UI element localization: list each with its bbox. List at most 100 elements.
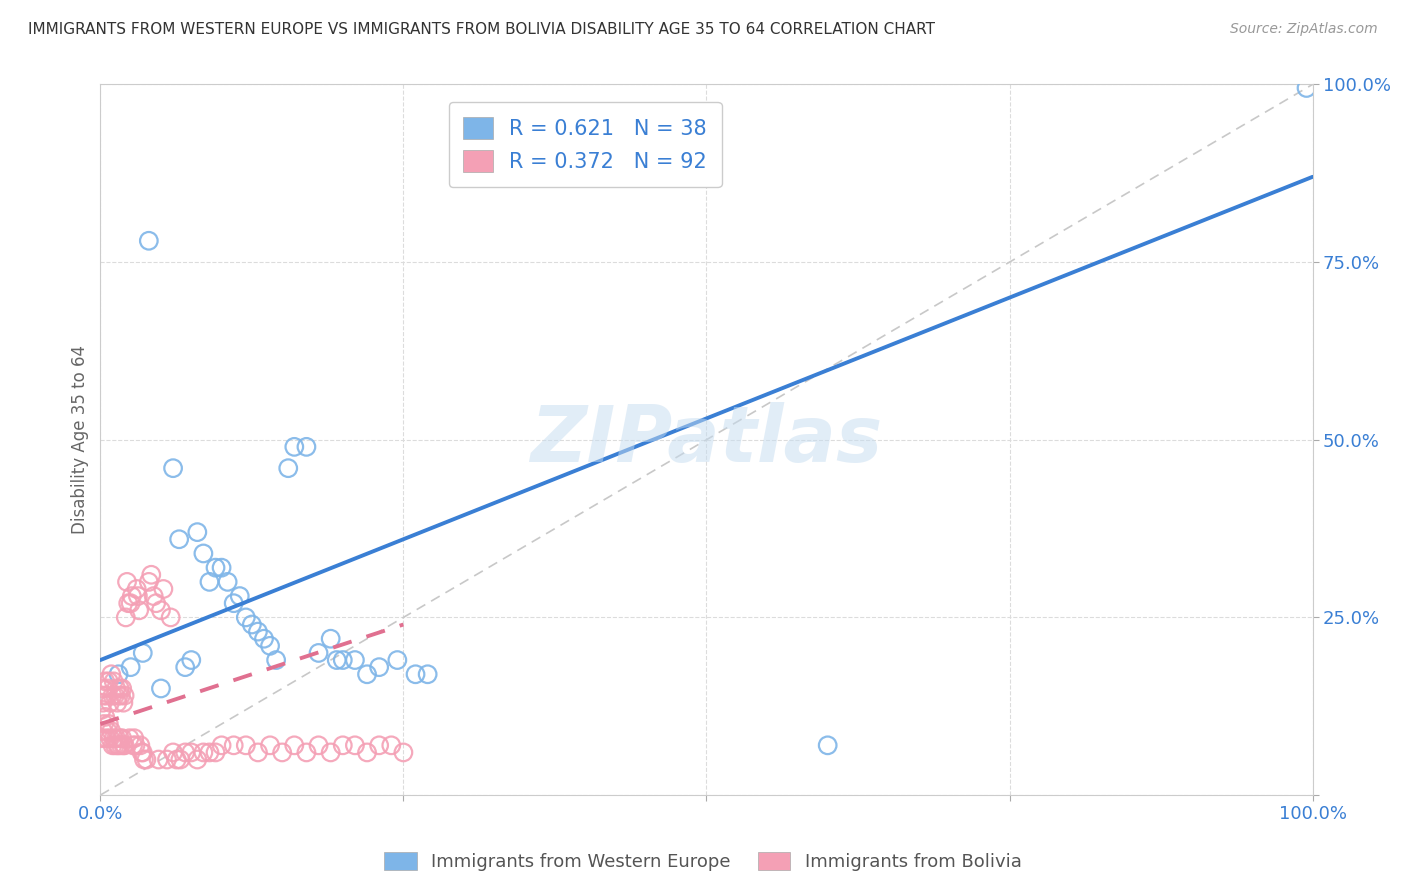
Point: [235, 610, 257, 624]
Legend: R = 0.621   N = 38, R = 0.372   N = 92: R = 0.621 N = 38, R = 0.372 N = 92: [449, 102, 721, 187]
Text: IMMIGRANTS FROM WESTERN EUROPE VS IMMIGRANTS FROM BOLIVIA DISABILITY AGE 35 TO 6: IMMIGRANTS FROM WESTERN EUROPE VS IMMIGR…: [28, 22, 935, 37]
Point: [103, 731, 125, 746]
Point: [277, 461, 299, 475]
Text: Source: ZipAtlas.com: Source: ZipAtlas.com: [1230, 22, 1378, 37]
Point: [132, 746, 155, 760]
Point: [104, 739, 127, 753]
Point: [112, 739, 135, 753]
Point: [101, 689, 124, 703]
Point: [101, 739, 124, 753]
Point: [283, 440, 305, 454]
Point: [98, 731, 121, 746]
Point: [98, 696, 121, 710]
Point: [112, 696, 135, 710]
Point: [180, 653, 202, 667]
Point: [114, 610, 136, 624]
Point: [94, 710, 117, 724]
Point: [111, 681, 134, 696]
Point: [91, 696, 114, 710]
Point: [94, 674, 117, 689]
Point: [117, 596, 139, 610]
Point: [217, 574, 239, 589]
Point: [91, 681, 114, 696]
Point: [121, 589, 143, 603]
Point: [110, 739, 132, 753]
Point: [97, 724, 120, 739]
Point: [380, 739, 402, 753]
Point: [111, 731, 134, 746]
Point: [271, 746, 294, 760]
Point: [110, 689, 132, 703]
Point: [193, 546, 215, 560]
Point: [319, 632, 342, 646]
Point: [105, 731, 128, 746]
Point: [387, 653, 409, 667]
Point: [107, 667, 129, 681]
Point: [235, 739, 257, 753]
Point: [253, 632, 276, 646]
Point: [132, 752, 155, 766]
Point: [124, 739, 146, 753]
Point: [162, 461, 184, 475]
Point: [240, 617, 263, 632]
Point: [204, 746, 226, 760]
Point: [1295, 81, 1317, 95]
Point: [308, 739, 330, 753]
Point: [332, 739, 354, 753]
Point: [120, 660, 142, 674]
Point: [118, 731, 141, 746]
Point: [129, 739, 152, 753]
Point: [167, 533, 190, 547]
Point: [246, 624, 269, 639]
Point: [246, 746, 269, 760]
Point: [149, 603, 172, 617]
Point: [114, 689, 136, 703]
Point: [93, 717, 115, 731]
Point: [180, 746, 202, 760]
Point: [131, 746, 153, 760]
Point: [105, 696, 128, 710]
Point: [96, 689, 118, 703]
Point: [108, 731, 131, 746]
Point: [107, 739, 129, 753]
Point: [138, 234, 160, 248]
Point: [259, 739, 281, 753]
Point: [343, 653, 366, 667]
Point: [148, 752, 170, 766]
Point: [141, 567, 163, 582]
Point: [124, 731, 146, 746]
Point: [156, 752, 179, 766]
Point: [125, 582, 148, 596]
Point: [222, 596, 245, 610]
Point: [149, 681, 172, 696]
Point: [325, 653, 347, 667]
Point: [90, 731, 112, 746]
Point: [122, 739, 145, 753]
Point: [97, 674, 120, 689]
Point: [100, 667, 122, 681]
Point: [135, 752, 157, 766]
Point: [132, 646, 155, 660]
Point: [283, 739, 305, 753]
Point: [368, 660, 391, 674]
Point: [295, 440, 318, 454]
Point: [356, 746, 378, 760]
Point: [392, 746, 415, 760]
Point: [108, 681, 131, 696]
Point: [186, 752, 208, 766]
Point: [107, 689, 129, 703]
Point: [186, 525, 208, 540]
Point: [152, 582, 174, 596]
Point: [319, 746, 342, 760]
Point: [97, 717, 120, 731]
Point: [259, 639, 281, 653]
Point: [264, 653, 287, 667]
Point: [222, 739, 245, 753]
Point: [416, 667, 439, 681]
Point: [91, 724, 114, 739]
Point: [229, 589, 252, 603]
Point: [114, 739, 136, 753]
Point: [162, 746, 184, 760]
Point: [105, 681, 128, 696]
Point: [145, 596, 167, 610]
